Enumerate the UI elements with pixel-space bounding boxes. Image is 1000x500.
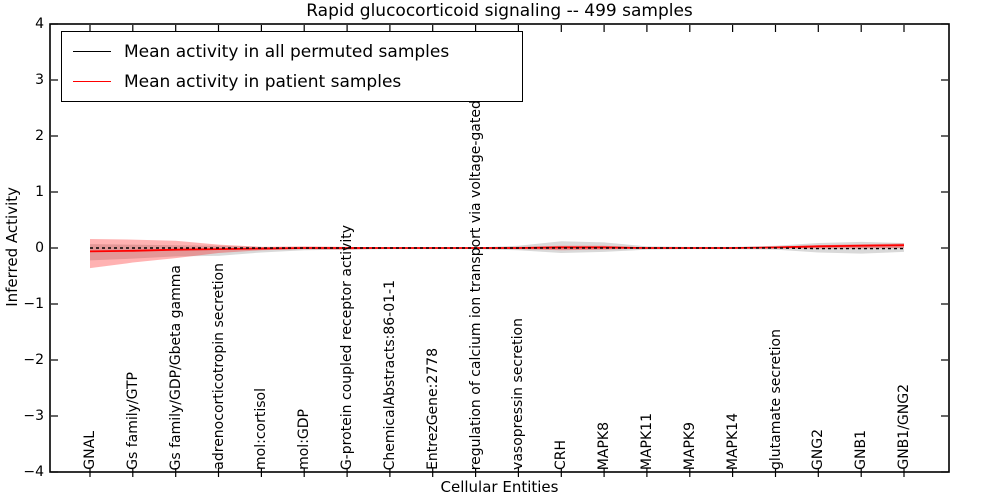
band-patient	[90, 239, 904, 269]
band-permuted	[90, 241, 904, 261]
permuted-mean-line	[90, 247, 904, 250]
y-tick-label: 0	[35, 240, 44, 256]
legend-entry-patient: Mean activity in patient samples	[73, 68, 512, 95]
legend-label: Mean activity in patient samples	[124, 71, 402, 92]
legend-label: Mean activity in all permuted samples	[124, 41, 450, 62]
patient-line-swatch-icon	[73, 81, 111, 82]
legend-entry-permuted: Mean activity in all permuted samples	[73, 38, 512, 65]
axes-spines	[49, 23, 950, 473]
chart-title: Rapid glucocorticoid signaling -- 499 sa…	[306, 1, 693, 21]
tick-marks	[51, 23, 948, 477]
y-tick-label: 1	[35, 184, 44, 200]
y-tick-label: −1	[23, 296, 44, 312]
y-tick-label: 3	[35, 72, 44, 88]
y-tick-label: −3	[23, 408, 44, 424]
y-tick-label: 4	[35, 16, 44, 32]
x-axis-label: Cellular Entities	[440, 478, 559, 496]
y-tick-label: 2	[35, 128, 44, 144]
legend: Mean activity in all permuted samples Me…	[61, 31, 523, 102]
y-tick-label: −4	[23, 464, 44, 480]
y-tick-label: −2	[23, 352, 44, 368]
permuted-line-swatch-icon	[73, 51, 111, 52]
